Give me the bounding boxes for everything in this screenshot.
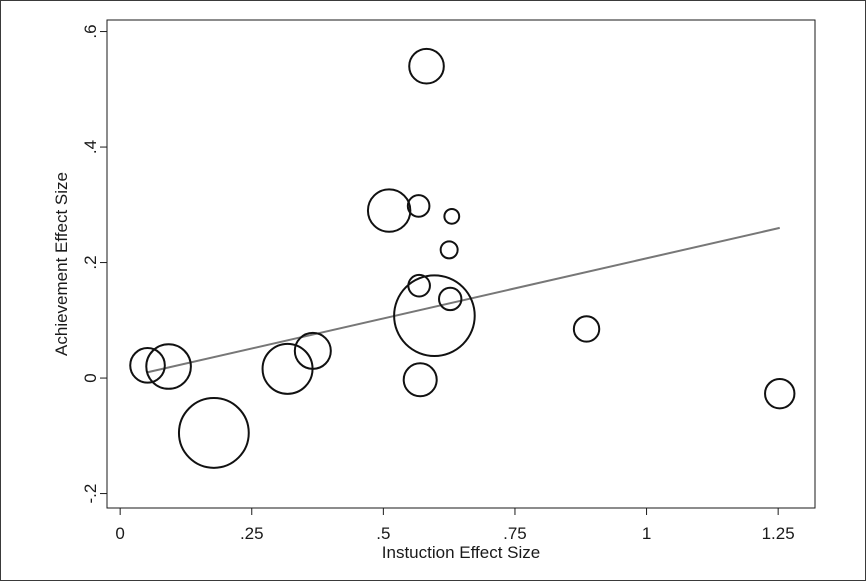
data-points [129,47,796,469]
data-point-bubble [393,274,476,357]
y-axis-title: Achievement Effect Size [52,172,71,356]
data-point-bubble [572,315,601,343]
data-point-bubble [145,343,192,390]
y-tick-label: .4 [81,140,100,154]
y-tick-label: .2 [81,255,100,269]
data-point-bubble [261,342,314,395]
x-tick-label: .75 [503,524,527,543]
data-point-bubble [439,240,459,260]
y-tick-label: .6 [81,24,100,38]
x-axis-title: Instuction Effect Size [382,543,540,562]
data-point-bubble [443,207,461,225]
data-point-bubble [438,286,463,312]
data-point-bubble [764,377,796,410]
data-point-bubble [129,347,166,384]
x-tick-label: 0 [115,524,124,543]
data-point-bubble [406,194,431,218]
data-point-bubble [402,362,438,398]
data-point-bubble [408,47,445,85]
x-tick-label: .5 [376,524,390,543]
x-tick-label: 1.25 [762,524,795,543]
y-axis: -.2 0 .2 .4 .6 [81,24,107,503]
plot-area [106,19,816,509]
x-tick-label: .25 [240,524,264,543]
data-point-bubble [366,188,412,233]
x-axis: 0 .25 .5 .75 1 1.25 [115,508,795,543]
x-tick-label: 1 [642,524,651,543]
data-point-bubble [177,397,250,469]
fitted-line [147,226,780,374]
y-tick-label: 0 [81,373,100,382]
data-point-bubble [293,331,332,370]
y-tick-label: -.2 [81,484,100,504]
